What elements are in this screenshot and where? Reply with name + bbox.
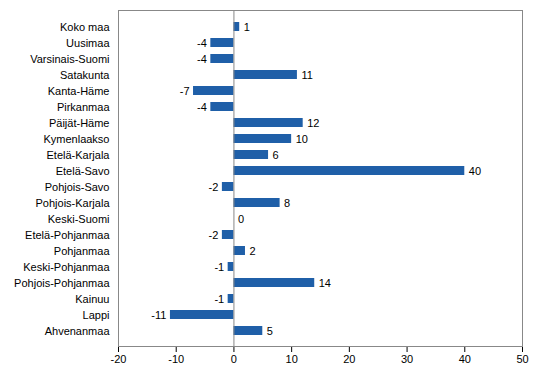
- svg-text:6: 6: [273, 149, 279, 161]
- svg-text:-1: -1: [214, 293, 224, 305]
- svg-text:12: 12: [307, 117, 319, 129]
- svg-text:Satakunta: Satakunta: [60, 69, 110, 81]
- svg-text:20: 20: [343, 353, 355, 365]
- svg-text:Kainuu: Kainuu: [75, 293, 109, 305]
- svg-text:1: 1: [244, 21, 250, 33]
- svg-text:-2: -2: [209, 181, 219, 193]
- svg-text:Keski-Pohjanmaa: Keski-Pohjanmaa: [23, 261, 110, 273]
- svg-text:-10: -10: [168, 353, 184, 365]
- svg-text:-20: -20: [111, 353, 127, 365]
- svg-text:11: 11: [301, 69, 312, 81]
- svg-text:50: 50: [516, 353, 528, 365]
- svg-text:14: 14: [319, 277, 331, 289]
- svg-text:40: 40: [459, 353, 471, 365]
- svg-text:Etelä-Karjala: Etelä-Karjala: [47, 149, 111, 161]
- svg-text:-4: -4: [197, 53, 207, 65]
- svg-text:-11: -11: [151, 309, 166, 321]
- svg-text:Koko maa: Koko maa: [60, 21, 110, 33]
- svg-text:Pohjois-Pohjanmaa: Pohjois-Pohjanmaa: [14, 277, 110, 289]
- svg-text:40: 40: [469, 165, 481, 177]
- svg-text:Ahvenanmaa: Ahvenanmaa: [45, 325, 111, 337]
- svg-text:-2: -2: [209, 229, 219, 241]
- svg-text:Lappi: Lappi: [83, 309, 110, 321]
- svg-text:Varsinais-Suomi: Varsinais-Suomi: [30, 53, 109, 65]
- svg-text:5: 5: [267, 325, 273, 337]
- svg-text:Uusimaa: Uusimaa: [66, 37, 110, 49]
- svg-text:8: 8: [284, 197, 290, 209]
- svg-text:Pohjois-Karjala: Pohjois-Karjala: [36, 197, 111, 209]
- svg-text:10: 10: [286, 353, 298, 365]
- svg-text:0: 0: [231, 353, 237, 365]
- svg-text:0: 0: [238, 213, 244, 225]
- svg-text:Kanta-Häme: Kanta-Häme: [48, 85, 110, 97]
- svg-text:Etelä-Pohjanmaa: Etelä-Pohjanmaa: [25, 229, 110, 241]
- svg-text:Keski-Suomi: Keski-Suomi: [48, 213, 110, 225]
- svg-text:Kymenlaakso: Kymenlaakso: [43, 133, 109, 145]
- svg-text:Pirkanmaa: Pirkanmaa: [57, 101, 110, 113]
- svg-text:Päijät-Häme: Päijät-Häme: [49, 117, 110, 129]
- svg-text:-4: -4: [197, 37, 207, 49]
- svg-text:-1: -1: [214, 261, 224, 273]
- svg-text:10: 10: [296, 133, 308, 145]
- svg-text:-4: -4: [197, 101, 207, 113]
- svg-text:Pohjois-Savo: Pohjois-Savo: [45, 181, 110, 193]
- svg-text:-7: -7: [180, 85, 190, 97]
- svg-text:30: 30: [401, 353, 413, 365]
- svg-text:Pohjanmaa: Pohjanmaa: [54, 245, 111, 257]
- svg-text:Etelä-Savo: Etelä-Savo: [56, 165, 110, 177]
- svg-text:2: 2: [249, 245, 255, 257]
